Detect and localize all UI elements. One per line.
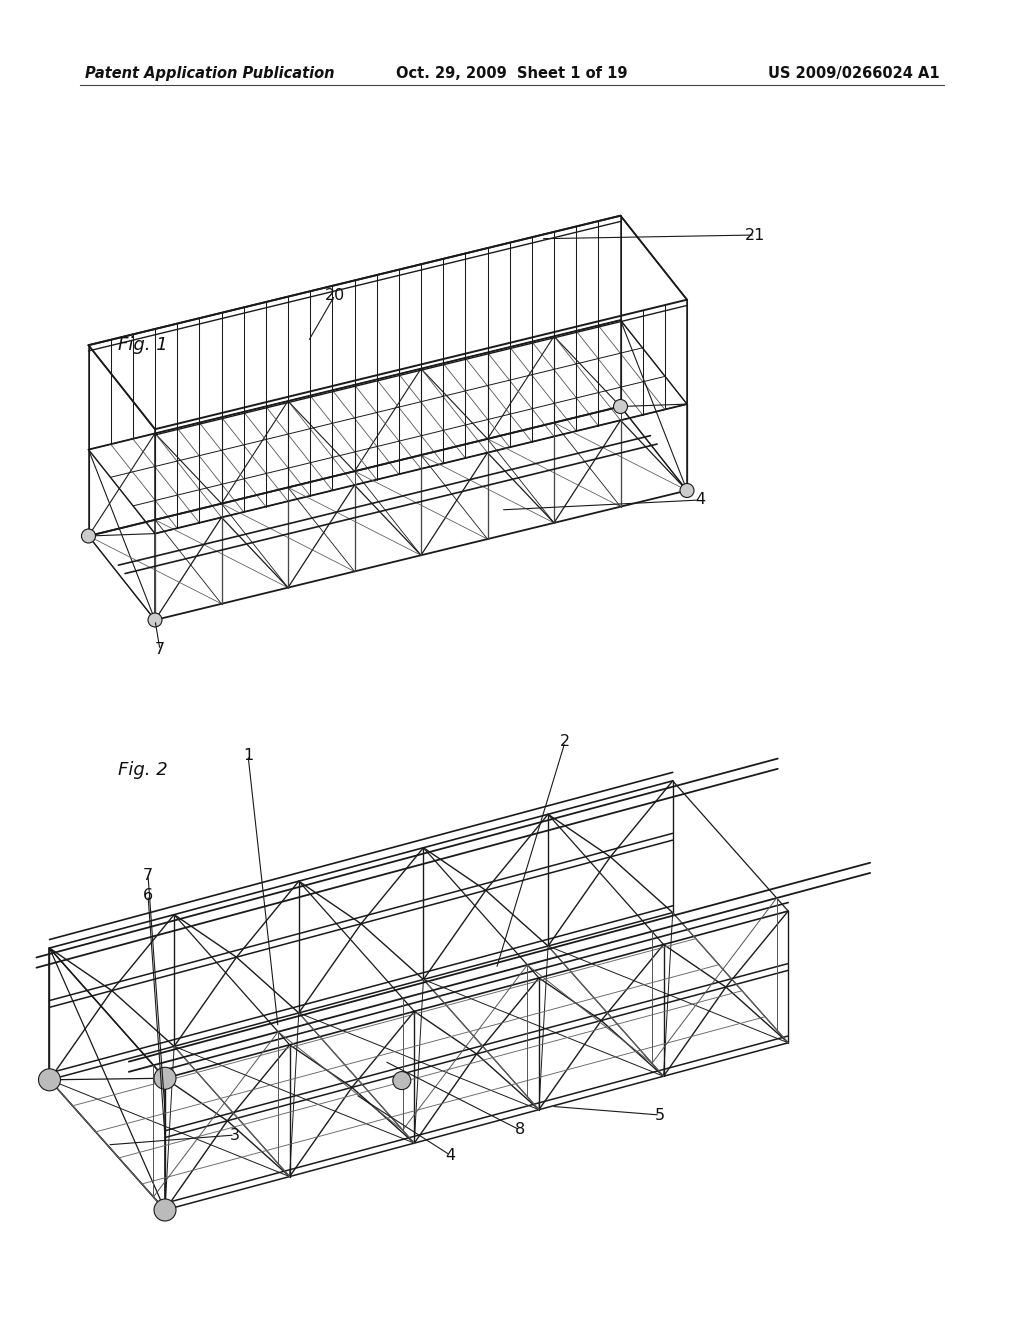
Text: 4: 4 (445, 1147, 455, 1163)
Text: 20: 20 (325, 288, 345, 302)
Circle shape (148, 612, 162, 627)
Text: 1: 1 (243, 747, 253, 763)
Circle shape (154, 1199, 176, 1221)
Circle shape (39, 1069, 60, 1090)
Text: 21: 21 (744, 227, 765, 243)
Text: 8: 8 (515, 1122, 525, 1138)
Text: 4: 4 (695, 492, 706, 507)
Text: 7: 7 (155, 643, 165, 657)
Text: Fig. 2: Fig. 2 (118, 762, 168, 779)
Text: US 2009/0266024 A1: US 2009/0266024 A1 (768, 66, 940, 81)
Text: Oct. 29, 2009  Sheet 1 of 19: Oct. 29, 2009 Sheet 1 of 19 (396, 66, 628, 81)
Circle shape (613, 400, 628, 413)
Text: 7: 7 (143, 867, 153, 883)
Circle shape (154, 1068, 176, 1089)
Text: 2: 2 (560, 734, 570, 750)
Text: 3: 3 (230, 1127, 240, 1143)
Circle shape (680, 483, 694, 498)
Text: Fig. 1: Fig. 1 (118, 337, 168, 354)
Circle shape (82, 529, 95, 543)
Circle shape (393, 1072, 411, 1089)
Text: 5: 5 (655, 1107, 665, 1122)
Text: 6: 6 (143, 887, 153, 903)
Text: Patent Application Publication: Patent Application Publication (85, 66, 335, 81)
